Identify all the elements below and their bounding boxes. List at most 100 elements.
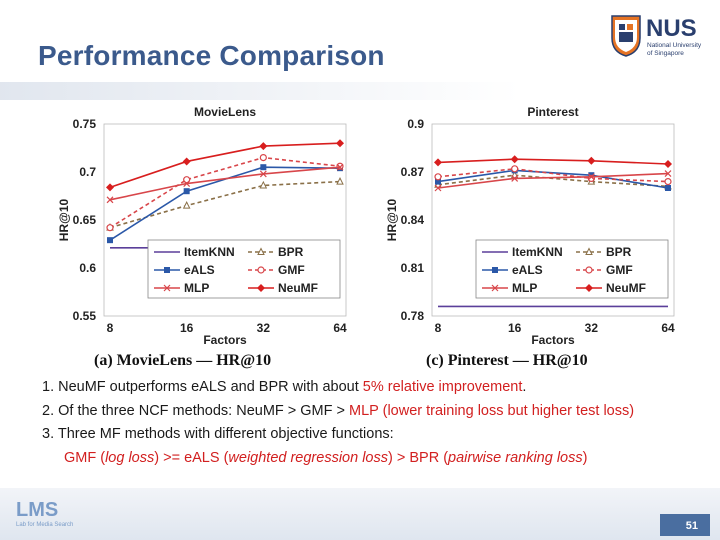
movielens-point-bpr-3 xyxy=(336,176,344,185)
detail-gmf: GMF ( xyxy=(64,449,106,466)
movielens-point-gmf-3 xyxy=(336,162,344,170)
movielens-line-neumf xyxy=(109,142,341,189)
pinterest-ytick-3: 0.87 xyxy=(401,165,425,179)
lms-logo: LMS Lab for Media Search xyxy=(14,496,94,535)
nus-logo-text: NUS xyxy=(646,15,697,42)
pinterest-title: Pinterest xyxy=(527,105,578,119)
chart-pinterest-svg: Pinterest 0.78 0.81 0.84 0.87 0.9 HR@10 8 16 32 64… xyxy=(385,105,675,347)
detail-end: ) xyxy=(582,449,588,466)
pinterest-point-eals-0 xyxy=(435,178,441,185)
detail-log-loss: log loss xyxy=(105,449,155,466)
pinterest-point-neumf-0 xyxy=(434,158,442,167)
pinterest-xlabel: Factors xyxy=(531,333,575,347)
bullet-1-text: 1. NeuMF outperforms eALS and BPR with a… xyxy=(42,379,363,395)
pinterest-point-mlp-2 xyxy=(587,173,595,181)
movielens-plot-area xyxy=(103,123,347,317)
movielens-legend-label-itemknn: ItemKNN xyxy=(184,245,235,259)
pinterest-ytick-1: 0.81 xyxy=(401,261,425,275)
footer-band xyxy=(0,488,720,540)
bullet-3-text: 3. Three MF methods with different objec… xyxy=(42,426,394,442)
movielens-point-neumf-2 xyxy=(259,142,268,151)
pinterest-series-neumf xyxy=(434,155,672,168)
page-number-box xyxy=(660,514,710,536)
pinterest-line-mlp xyxy=(437,172,669,189)
movielens-ylabel: HR@10 xyxy=(57,198,71,241)
pinterest-legend-label-mlp: MLP xyxy=(512,281,537,295)
movielens-line-bpr xyxy=(109,180,341,229)
movielens-point-eals-1 xyxy=(183,188,190,195)
slide-title: Performance Comparison xyxy=(38,40,385,71)
pinterest-legend-marker-mlp xyxy=(491,284,499,292)
chart-movielens-svg: MovieLens 0.55 0.6 0.65 0.7 0.75 HR@10 8 16 32 64 F… xyxy=(57,105,347,347)
pinterest-ytick-2: 0.84 xyxy=(401,213,425,227)
movielens-point-mlp-0 xyxy=(106,196,114,204)
movielens-point-neumf-3 xyxy=(336,139,344,148)
pinterest-point-mlp-1 xyxy=(511,174,519,182)
movielens-legend-label-bpr: BPR xyxy=(278,245,304,259)
movielens-xtick-1: 16 xyxy=(180,321,194,335)
movielens-legend-label-gmf: GMF xyxy=(278,263,305,277)
movielens-point-eals-0 xyxy=(107,237,113,244)
chart-pinterest: Pinterest 0.78 0.81 0.84 0.87 0.9 HR@10 8 16 32 64… xyxy=(368,96,678,351)
bullet-3: 3. Three MF methods with different objec… xyxy=(42,423,720,447)
movielens-legend-label-eals: eALS xyxy=(184,263,215,277)
chart-movielens: MovieLens 0.55 0.6 0.65 0.7 0.75 HR@10 8 16 32 64 F… xyxy=(40,96,350,351)
movielens-line-gmf xyxy=(109,156,341,229)
pinterest-ytick-4: 0.9 xyxy=(407,117,424,131)
detail-weighted-loss: weighted regression loss xyxy=(228,449,388,466)
pinterest-xtick-3: 64 xyxy=(661,321,675,335)
bullet-3-detail: GMF (log loss) >= eALS (weighted regress… xyxy=(42,447,720,471)
caption-pinterest: (c) Pinterest — HR@10 xyxy=(426,352,588,369)
bullet-2-text: 2. Of the three NCF methods: NeuMF > GMF… xyxy=(42,402,350,419)
nus-logo-line1: National University xyxy=(647,42,702,49)
movielens-ytick-3: 0.7 xyxy=(79,165,96,179)
movielens-xtick-0: 8 xyxy=(107,321,114,335)
pinterest-ytick-0: 0.78 xyxy=(401,309,425,323)
pinterest-legend-label-gmf: GMF xyxy=(606,263,633,277)
detail-pairwise-loss: pairwise ranking loss xyxy=(448,449,583,466)
movielens-legend-marker-neumf xyxy=(257,284,265,292)
pinterest-legend-marker-bpr xyxy=(585,247,593,255)
pinterest-legend-marker-neumf xyxy=(585,284,593,292)
pinterest-legend-label-eals: eALS xyxy=(512,263,543,277)
bullet-1-highlight: 5% relative improvement xyxy=(362,379,523,395)
movielens-point-neumf-1 xyxy=(182,157,191,166)
movielens-xtick-3: 64 xyxy=(333,321,347,335)
movielens-legend-marker-mlp xyxy=(163,284,171,292)
movielens-xlabel: Factors xyxy=(203,333,247,347)
movielens-ytick-2: 0.65 xyxy=(73,213,97,227)
movielens-point-eals-2 xyxy=(260,164,267,171)
pinterest-legend-label-itemknn: ItemKNN xyxy=(512,245,563,259)
movielens-ytick-1: 0.6 xyxy=(79,261,96,275)
pinterest-legend: ItemKNN BPR eALS GMF MLP NeuMF xyxy=(475,239,669,299)
pinterest-legend-marker-gmf xyxy=(585,266,593,274)
pinterest-legend-label-neumf: NeuMF xyxy=(606,281,646,295)
pinterest-xtick-2: 32 xyxy=(585,321,599,335)
pinterest-point-neumf-2 xyxy=(587,156,596,165)
pinterest-point-mlp-3 xyxy=(664,170,672,178)
movielens-xtick-2: 32 xyxy=(257,321,271,335)
title-underline xyxy=(0,82,520,100)
lms-logo-sub: Lab for Media Search xyxy=(16,522,73,528)
movielens-point-neumf-0 xyxy=(106,183,114,192)
pinterest-point-eals-3 xyxy=(665,185,671,191)
movielens-legend-label-mlp: MLP xyxy=(184,281,209,295)
caption-movielens: (a) MovieLens — HR@10 xyxy=(94,352,272,369)
movielens-legend-marker-bpr xyxy=(257,247,265,255)
movielens-series-mlp xyxy=(106,163,344,204)
movielens-legend-marker-eals xyxy=(164,267,170,273)
movielens-legend-marker-gmf xyxy=(257,266,265,274)
pinterest-line-neumf xyxy=(437,158,669,165)
page-number: 51 xyxy=(685,520,698,532)
pinterest-point-mlp-0 xyxy=(434,184,442,192)
bullet-list: 1. NeuMF outperforms eALS and BPR with a… xyxy=(42,376,720,470)
pinterest-point-gmf-3 xyxy=(664,177,672,186)
bullet-2-highlight: MLP (lower training loss but higher test… xyxy=(349,402,635,419)
movielens-point-gmf-2 xyxy=(259,153,267,162)
movielens-point-mlp-3 xyxy=(336,163,344,171)
pinterest-line-gmf xyxy=(437,167,669,183)
pinterest-point-gmf-0 xyxy=(434,173,442,181)
movielens-point-mlp-2 xyxy=(259,170,267,178)
pinterest-series-mlp xyxy=(434,170,672,192)
pinterest-series-gmf xyxy=(434,165,672,186)
